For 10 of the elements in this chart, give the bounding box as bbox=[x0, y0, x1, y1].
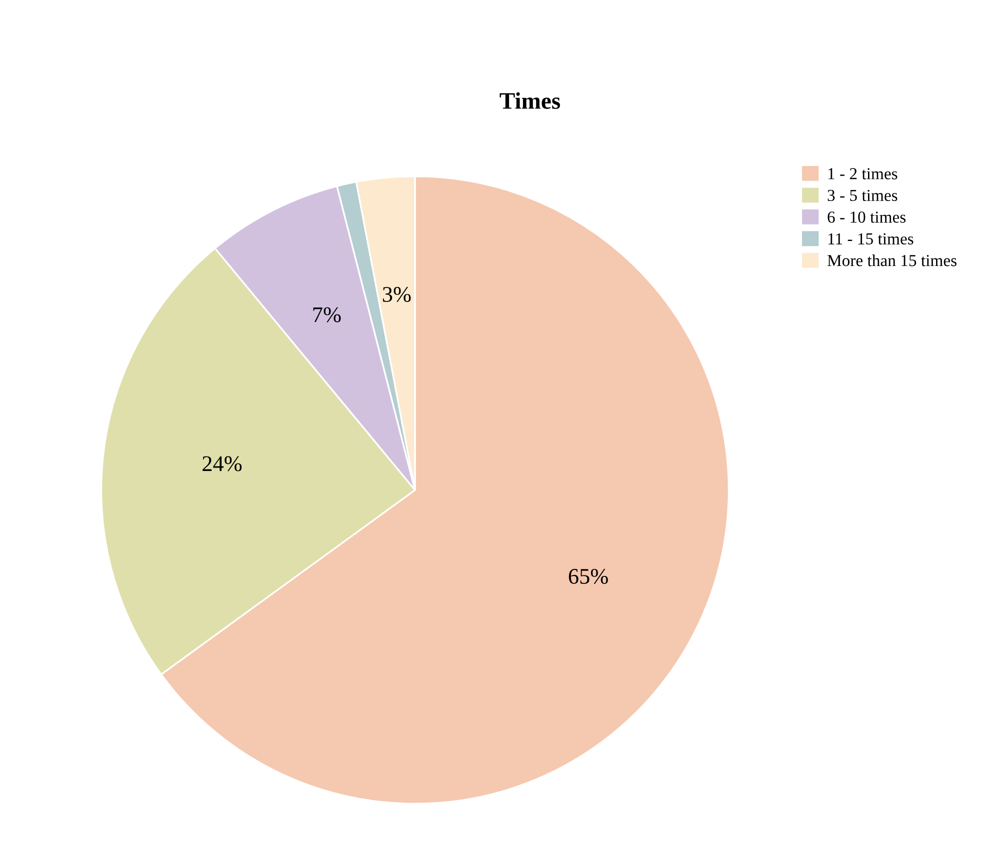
chart-title: Times bbox=[500, 92, 560, 109]
data-label: 3% bbox=[382, 286, 411, 302]
data-label: 65% bbox=[568, 568, 608, 584]
legend-label: More than 15 times bbox=[827, 254, 956, 266]
legend-label: 6 - 10 times bbox=[828, 212, 906, 223]
legend-label: 1 - 2 times bbox=[828, 168, 898, 180]
data-label: 7% bbox=[313, 307, 341, 322]
legend-label: 3 - 5 times bbox=[828, 190, 898, 202]
data-label: 24% bbox=[202, 456, 242, 472]
legend-label: 11 - 15 times bbox=[828, 233, 914, 244]
